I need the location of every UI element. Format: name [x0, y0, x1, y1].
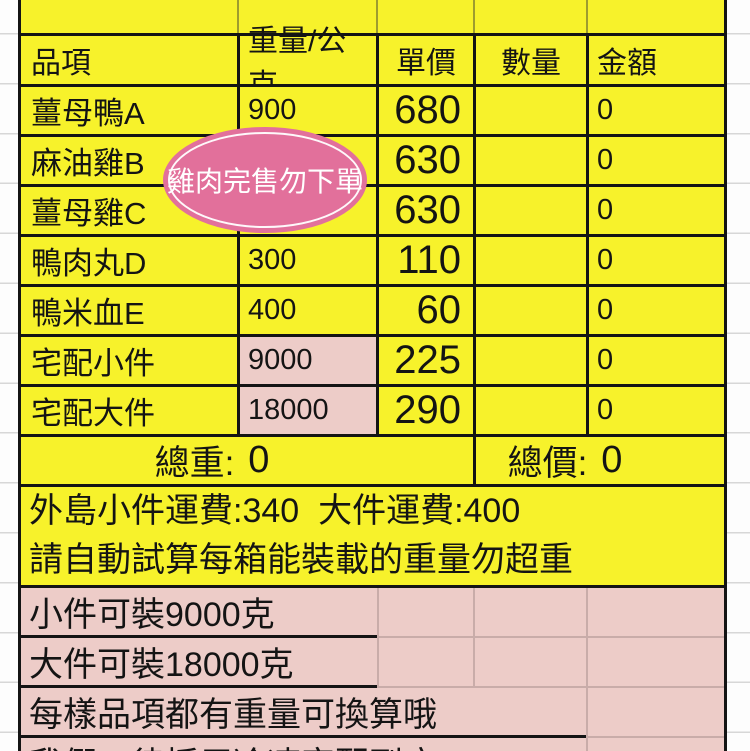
- cell-weight-row7[interactable]: 18000: [240, 387, 376, 434]
- notice-line-fees: 外島小件運費:340 大件運費:400: [29, 492, 521, 530]
- shipping-notes-section: 小件可裝9000克 大件可裝18000克 每樣品項都有重量可換算哦 我們一律採用…: [21, 588, 724, 751]
- pink-row-divider-light: [586, 736, 724, 738]
- cell-item-row6[interactable]: 宅配小件: [21, 337, 237, 384]
- header-weight[interactable]: 重量/公克: [240, 25, 376, 102]
- cell-price-row2[interactable]: 630: [379, 137, 473, 184]
- pink-column-gridline: [377, 588, 379, 688]
- cell-amount-row3[interactable]: 0: [589, 187, 724, 234]
- cell-qty-row1[interactable]: [476, 87, 586, 134]
- note-large-capacity[interactable]: 大件可裝18000克: [29, 646, 294, 684]
- total-price-label: 總價:: [507, 444, 588, 483]
- pink-column-gridline: [586, 588, 588, 751]
- note-small-capacity[interactable]: 小件可裝9000克: [29, 596, 275, 634]
- total-weight-label: 總重:: [154, 444, 235, 483]
- header-item[interactable]: 品項: [21, 36, 237, 84]
- cell-price-row3[interactable]: 630: [379, 187, 473, 234]
- pink-row-divider: [21, 685, 377, 688]
- cell-amount-row5[interactable]: 0: [589, 287, 724, 334]
- total-price-cell[interactable]: 總價: 0: [476, 437, 724, 484]
- cell-price-row5[interactable]: 60: [379, 287, 473, 334]
- cell-price-row1[interactable]: 680: [379, 87, 473, 134]
- sold-out-annotation-text: 雞肉完售勿下單: [166, 166, 363, 197]
- cell-weight-row5[interactable]: 400: [240, 287, 376, 334]
- header-amount[interactable]: 金額: [589, 36, 724, 84]
- cell-price-row4[interactable]: 110: [379, 237, 473, 284]
- pink-column-gridline: [473, 588, 475, 688]
- pink-row-divider-light: [377, 636, 724, 638]
- cell-weight-row4[interactable]: 300: [240, 237, 376, 284]
- cell-amount-row7[interactable]: 0: [589, 387, 724, 434]
- sheet-right-margin: [727, 33, 750, 751]
- cell-item-row4[interactable]: 鴨肉丸D: [21, 237, 237, 284]
- sheet-left-margin: [0, 33, 18, 751]
- cell-qty-row7[interactable]: [476, 387, 586, 434]
- cell-price-row7[interactable]: 290: [379, 387, 473, 434]
- note-clipped-row[interactable]: 我們一律採用冷凍宅配到府: [21, 738, 724, 751]
- cell-amount-row6[interactable]: 0: [589, 337, 724, 384]
- pink-row-divider: [21, 635, 377, 638]
- cell-amount-row4[interactable]: 0: [589, 237, 724, 284]
- order-table: 品項 重量/公克 單價 數量 金額 薑母鴨A 900 680 0 麻油雞B 63…: [18, 0, 727, 751]
- cell-item-row5[interactable]: 鴨米血E: [21, 287, 237, 334]
- cell-item-row1[interactable]: 薑母鴨A: [21, 87, 237, 134]
- total-price-value: 0: [601, 439, 623, 481]
- cell-item-row7[interactable]: 宅配大件: [21, 387, 237, 434]
- pink-row-divider-light: [377, 686, 724, 688]
- cell-price-row6[interactable]: 225: [379, 337, 473, 384]
- cell-amount-row1[interactable]: 0: [589, 87, 724, 134]
- cell-weight-row6[interactable]: 9000: [240, 337, 376, 384]
- total-weight-cell[interactable]: 總重: 0: [21, 437, 473, 484]
- top-partial-row[interactable]: [21, 0, 724, 33]
- cell-qty-row2[interactable]: [476, 137, 586, 184]
- cell-qty-row3[interactable]: [476, 187, 586, 234]
- note-weight-convert[interactable]: 每樣品項都有重量可換算哦: [29, 696, 437, 734]
- cell-amount-row2[interactable]: 0: [589, 137, 724, 184]
- cell-qty-row5[interactable]: [476, 287, 586, 334]
- pink-row-divider: [21, 735, 586, 738]
- notice-line-weight: 請自動試算每箱能裝載的重量勿超重: [29, 541, 573, 579]
- header-price[interactable]: 單價: [379, 36, 473, 84]
- cell-qty-row4[interactable]: [476, 237, 586, 284]
- sold-out-annotation: 雞肉完售勿下單: [163, 127, 367, 233]
- cell-weight-row1[interactable]: 900: [240, 87, 376, 134]
- cell-qty-row6[interactable]: [476, 337, 586, 384]
- header-qty[interactable]: 數量: [476, 36, 586, 84]
- shipping-fee-notice[interactable]: 外島小件運費:340 大件運費:400 請自動試算每箱能裝載的重量勿超重: [21, 487, 724, 585]
- total-weight-value: 0: [248, 439, 270, 481]
